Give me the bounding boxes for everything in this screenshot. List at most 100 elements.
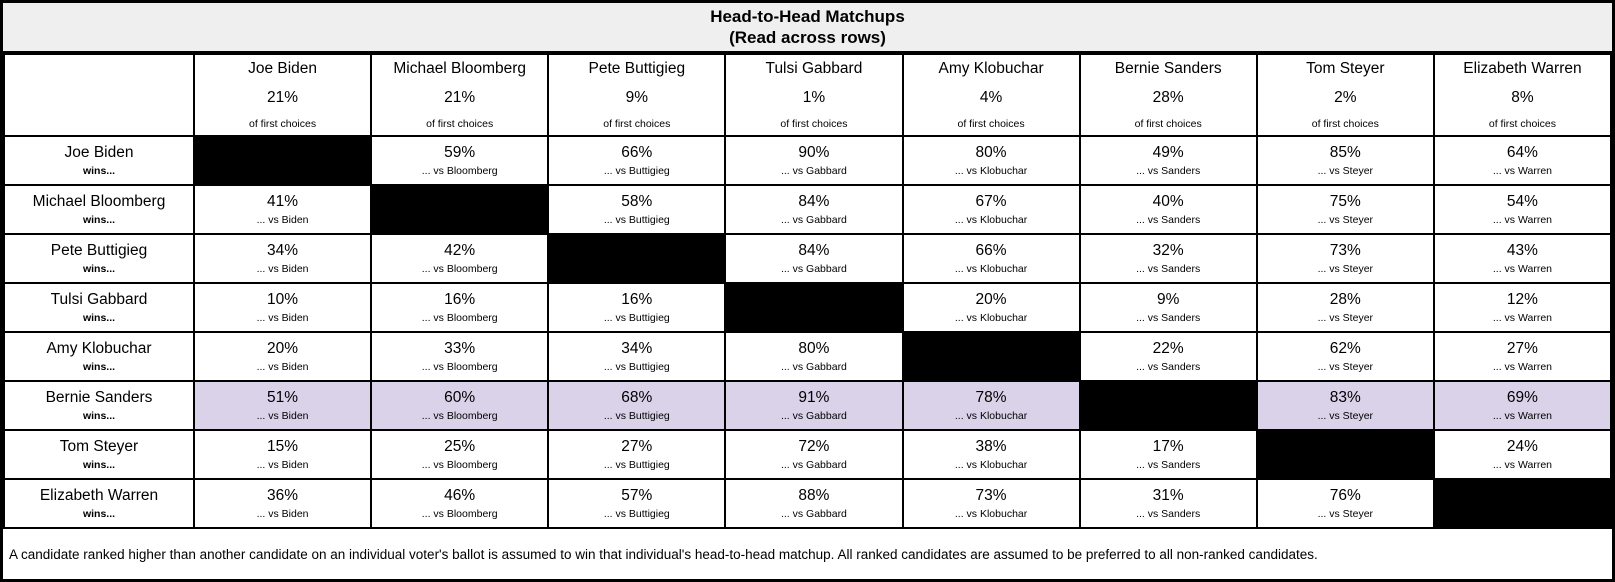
matchup-pct: 27% bbox=[1506, 340, 1538, 357]
matchup-pct: 34% bbox=[621, 340, 653, 357]
matchup-cell: 43% ... vs Warren bbox=[1432, 233, 1613, 284]
matchup-vs-label: ... vs Gabbard bbox=[780, 410, 847, 422]
matchup-pct: 73% bbox=[975, 487, 1007, 504]
matchup-cell: 76% ... vs Steyer bbox=[1255, 478, 1435, 529]
matchup-pct: 40% bbox=[1152, 193, 1184, 210]
matchup-pct: 46% bbox=[444, 487, 476, 504]
matchup-vs-label: ... vs Biden bbox=[256, 214, 309, 226]
first-choice-subnote: of first choices bbox=[249, 118, 317, 130]
matchup-pct: 76% bbox=[1329, 487, 1361, 504]
matchup-pct: 66% bbox=[621, 144, 653, 161]
matchup-vs-label: ... vs Klobuchar bbox=[954, 459, 1028, 471]
col-header-pete-buttigieg: Pete Buttigieg 9% of first choices bbox=[547, 53, 727, 137]
matchup-vs-label: ... vs Bloomberg bbox=[421, 263, 498, 275]
row-candidate-name: Michael Bloomberg bbox=[32, 193, 166, 210]
row-elizabeth-warren: Elizabeth Warren wins... 36% ... vs Biden 46… bbox=[3, 478, 1613, 529]
first-choice-pct: 21% bbox=[267, 89, 299, 106]
col-header-tom-steyer: Tom Steyer 2% of first choices bbox=[1255, 53, 1435, 137]
matchup-vs-label: ... vs Biden bbox=[256, 410, 309, 422]
first-choice-subnote: of first choices bbox=[603, 118, 671, 130]
row-candidate-name: Pete Buttigieg bbox=[50, 242, 148, 259]
matchup-cell: 10% ... vs Biden bbox=[192, 282, 373, 333]
matchup-cell: 9% ... vs Sanders bbox=[1078, 282, 1258, 333]
matchup-vs-label: ... vs Warren bbox=[1492, 459, 1552, 471]
matchup-vs-label: ... vs Gabbard bbox=[780, 263, 847, 275]
matchup-cell: 27% ... vs Warren bbox=[1432, 331, 1613, 382]
matchup-pct: 20% bbox=[975, 291, 1007, 308]
matchup-cell: 12% ... vs Warren bbox=[1432, 282, 1613, 333]
row-wins-label: wins... bbox=[82, 263, 116, 275]
row-pete-buttigieg: Pete Buttigieg wins... 34% ... vs Biden 42%.… bbox=[3, 233, 1613, 284]
matchup-pct: 88% bbox=[798, 487, 830, 504]
matchup-pct: 84% bbox=[798, 242, 830, 259]
matchup-cell: 32% ... vs Sanders bbox=[1078, 233, 1258, 284]
matchup-pct: 60% bbox=[444, 389, 476, 406]
first-choice-pct: 2% bbox=[1334, 89, 1357, 106]
diagonal-cell bbox=[547, 233, 727, 284]
row-wins-label: wins... bbox=[82, 459, 116, 471]
first-choice-subnote: of first choices bbox=[1311, 118, 1379, 130]
matchup-vs-label: ... vs Warren bbox=[1492, 214, 1552, 226]
matchup-cell: 54% ... vs Warren bbox=[1432, 184, 1613, 235]
matchup-pct: 58% bbox=[621, 193, 653, 210]
row-tulsi-gabbard: Tulsi Gabbard wins... 10% ... vs Biden 16%..… bbox=[3, 282, 1613, 333]
matchup-cell: 51% ... vs Biden bbox=[192, 380, 373, 431]
matchup-vs-label: ... vs Bloomberg bbox=[421, 361, 498, 373]
matchup-cell: 58% ... vs Buttigieg bbox=[547, 184, 727, 235]
figure-title-line1: Head-to-Head Matchups bbox=[710, 7, 905, 26]
diagonal-cell bbox=[1078, 380, 1258, 431]
row-header-elizabeth-warren: Elizabeth Warren wins... bbox=[3, 478, 195, 529]
matchup-cell: 20% ... vs Biden bbox=[192, 331, 373, 382]
figure-title-line2: (Read across rows) bbox=[729, 28, 886, 47]
row-tom-steyer: Tom Steyer wins... 15% ... vs Biden 25% ... v… bbox=[3, 429, 1613, 480]
diagonal-cell bbox=[370, 184, 550, 235]
matchup-vs-label: ... vs Buttigieg bbox=[603, 361, 670, 373]
matchup-vs-label: ... vs Klobuchar bbox=[954, 165, 1028, 177]
matchup-cell: 57% ... vs Buttigieg bbox=[547, 478, 727, 529]
matchup-pct: 64% bbox=[1506, 144, 1538, 161]
matchup-pct: 10% bbox=[267, 291, 299, 308]
matchup-vs-label: ... vs Klobuchar bbox=[954, 263, 1028, 275]
matchup-pct: 32% bbox=[1152, 242, 1184, 259]
matchup-pct: 85% bbox=[1329, 144, 1361, 161]
matchup-cell: 80% ... vs Gabbard bbox=[724, 331, 904, 382]
col-header-bernie-sanders: Bernie Sanders 28% of first choices bbox=[1078, 53, 1258, 137]
matchup-cell: 67% ... vs Klobuchar bbox=[901, 184, 1081, 235]
matchup-cell: 59% ... vs Bloomberg bbox=[370, 135, 550, 186]
matchup-vs-label: ... vs Gabbard bbox=[780, 459, 847, 471]
matchup-pct: 73% bbox=[1329, 242, 1361, 259]
matchup-pct: 20% bbox=[267, 340, 299, 357]
matchup-pct: 59% bbox=[444, 144, 476, 161]
matchup-cell: 40% ... vs Sanders bbox=[1078, 184, 1258, 235]
matchup-cell: 31% ... vs Sanders bbox=[1078, 478, 1258, 529]
footnote: A candidate ranked higher than another c… bbox=[3, 529, 1612, 579]
first-choice-pct: 4% bbox=[979, 89, 1003, 106]
matchup-cell: 16% ... vs Buttigieg bbox=[547, 282, 727, 333]
candidate-name: Tom Steyer bbox=[1306, 60, 1385, 77]
matchup-vs-label: ... vs Klobuchar bbox=[954, 508, 1028, 520]
matchup-pct: 49% bbox=[1152, 144, 1184, 161]
matchup-pct: 67% bbox=[975, 193, 1007, 210]
matchup-vs-label: ... vs Steyer bbox=[1317, 214, 1374, 226]
row-header-pete-buttigieg: Pete Buttigieg wins... bbox=[3, 233, 195, 284]
col-header-elizabeth-warren: Elizabeth Warren 8% of first choices bbox=[1432, 53, 1613, 137]
diagonal-cell bbox=[1255, 429, 1435, 480]
row-candidate-name: Tulsi Gabbard bbox=[50, 291, 148, 308]
matchup-vs-label: ... vs Steyer bbox=[1317, 410, 1374, 422]
matchup-pct: 90% bbox=[798, 144, 830, 161]
matchup-pct: 62% bbox=[1329, 340, 1361, 357]
row-michael-bloomberg: Michael Bloomberg wins... 41% ... vs Biden 5… bbox=[3, 184, 1613, 235]
matchup-pct: 68% bbox=[621, 389, 653, 406]
matchup-vs-label: ... vs Klobuchar bbox=[954, 410, 1028, 422]
col-header-joe-biden: Joe Biden 21% of first choices bbox=[192, 53, 373, 137]
matchup-pct: 16% bbox=[444, 291, 476, 308]
matchup-vs-label: ... vs Sanders bbox=[1136, 312, 1201, 324]
matchup-vs-label: ... vs Bloomberg bbox=[421, 508, 498, 520]
row-bernie-sanders: Bernie Sanders wins... 51% ... vs Biden 60%.… bbox=[3, 380, 1613, 431]
first-choice-subnote: of first choices bbox=[1488, 118, 1556, 130]
matchup-cell: 80% ... vs Klobuchar bbox=[901, 135, 1081, 186]
matchup-cell: 90% ... vs Gabbard bbox=[724, 135, 904, 186]
matchup-vs-label: ... vs Sanders bbox=[1136, 165, 1201, 177]
matchup-vs-label: ... vs Bloomberg bbox=[421, 165, 498, 177]
first-choice-pct: 8% bbox=[1511, 89, 1534, 106]
